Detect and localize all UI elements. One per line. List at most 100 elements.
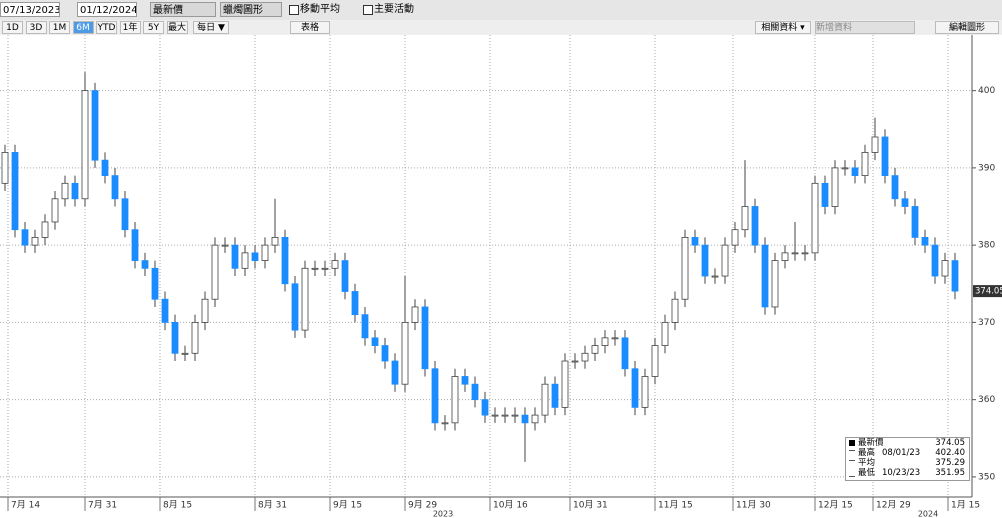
candle-body [461, 376, 469, 385]
candle-body [611, 337, 619, 340]
candle-body [21, 229, 29, 246]
candle-body [481, 399, 489, 416]
period-button[interactable]: 最大 [166, 21, 188, 34]
checkbox[interactable] [363, 5, 373, 15]
y-tick-label: 370 [978, 318, 995, 328]
candle-body [101, 159, 109, 177]
candle-body [331, 260, 339, 269]
x-tick-label: 12月 15 [818, 500, 853, 511]
period-button[interactable]: 1年 [119, 21, 141, 34]
candle-body [781, 252, 789, 261]
candle-body [181, 352, 189, 355]
plot-area [0, 35, 972, 497]
related-data[interactable]: 相關資料 ▾ [755, 21, 811, 34]
moving-average[interactable]: 移動平均 [300, 4, 340, 15]
price-field[interactable]: 最新價 [150, 2, 216, 17]
add-data[interactable]: 新增資料 [815, 21, 915, 34]
candle-body [51, 198, 59, 223]
period-button[interactable]: 6M [72, 21, 94, 34]
checkbox[interactable] [289, 5, 299, 15]
legend-value: 374.05 [935, 438, 965, 448]
candle-body [221, 244, 229, 247]
candle-body [821, 182, 829, 207]
legend-icon [849, 450, 855, 457]
candle-body [571, 360, 579, 363]
legend-row: 平均 375.29 [846, 458, 969, 468]
start-date[interactable]: 07/13/2023 [0, 2, 60, 17]
chart-style[interactable]: 蠟燭圖形 [220, 2, 282, 17]
period-button[interactable]: 1M [49, 21, 70, 34]
candle-body [421, 306, 429, 370]
candle-body [581, 352, 589, 362]
candle-body [811, 182, 819, 254]
candle-body [261, 244, 269, 261]
end-date[interactable]: 01/12/2024 [77, 2, 137, 17]
candle-body [711, 275, 719, 278]
legend-label: 平均 [858, 458, 876, 468]
candle-body [721, 244, 729, 277]
candle-body [701, 244, 709, 277]
candle-body [881, 136, 889, 177]
period-button[interactable]: 5Y [143, 21, 164, 34]
candle-body [531, 414, 539, 424]
candle-body [31, 237, 39, 246]
legend-row: 最高 08/01/23 402.40 [846, 448, 969, 458]
candle-body [561, 360, 569, 408]
legend-value: 351.95 [935, 468, 965, 478]
last-price-box [973, 285, 1002, 298]
candle-body [241, 252, 249, 269]
candle-body [171, 321, 179, 354]
candle-body [111, 175, 119, 200]
candle-body [441, 422, 449, 425]
candle-body [871, 136, 879, 153]
x-tick-label: 7月 14 [11, 500, 40, 511]
x-tick-label: 12月 29 [876, 500, 911, 511]
candle-body [801, 252, 809, 255]
frequency[interactable]: 每日 ▼ [193, 21, 229, 34]
edit-chart[interactable]: 編輯圖形 [935, 21, 999, 34]
candle-body [81, 90, 89, 200]
candle-body [401, 321, 409, 385]
period-button[interactable]: 1D [2, 21, 23, 34]
candle-body [741, 206, 749, 231]
candle-body [161, 298, 169, 323]
candle-body [951, 260, 959, 292]
candle-body [271, 237, 279, 246]
candle-body [901, 198, 909, 207]
candle-body [251, 252, 259, 261]
x-tick-label: 10月 16 [493, 500, 528, 511]
legend: 最新價 374.05 最高 08/01/23 402.40 平均 375.29 最低 10/23… [845, 437, 970, 481]
y-tick-label: 360 [978, 395, 995, 405]
x-tick-label: 9月 29 [408, 500, 437, 511]
legend-icon [849, 470, 855, 477]
candle-body [501, 414, 509, 417]
y-tick-label: 390 [978, 163, 995, 173]
candle-body [931, 244, 939, 277]
candle-body [641, 376, 649, 408]
candle-body [471, 383, 479, 401]
candle-body [391, 360, 399, 385]
year-label: 2024 [918, 510, 938, 518]
candle-body [771, 260, 779, 308]
candle-body [861, 152, 869, 177]
candle-body [631, 368, 639, 408]
legend-label: 最高 [858, 448, 876, 458]
y-tick-label: 350 [978, 472, 995, 482]
legend-value: 375.29 [935, 458, 965, 468]
x-tick-label: 8月 15 [163, 500, 192, 511]
candle-body [291, 283, 299, 331]
y-tick-label: 380 [978, 241, 995, 251]
y-tick-label: 400 [978, 86, 995, 96]
candle-body [91, 90, 99, 161]
candle-body [751, 206, 759, 246]
toolbar: 07/13/2023 01/12/2024 最新價 蠟燭圖形 移動平均 主要活動 [0, 0, 1002, 20]
period-button[interactable]: YTD [96, 21, 117, 34]
candle-body [521, 414, 529, 424]
table-button[interactable]: 表格 [290, 21, 330, 34]
candle-body [791, 252, 799, 255]
candle-body [361, 314, 369, 339]
key-events[interactable]: 主要活動 [374, 4, 414, 15]
candle-body [411, 306, 419, 323]
x-tick-label: 1月 15 [951, 500, 980, 511]
period-button[interactable]: 3D [25, 21, 47, 34]
